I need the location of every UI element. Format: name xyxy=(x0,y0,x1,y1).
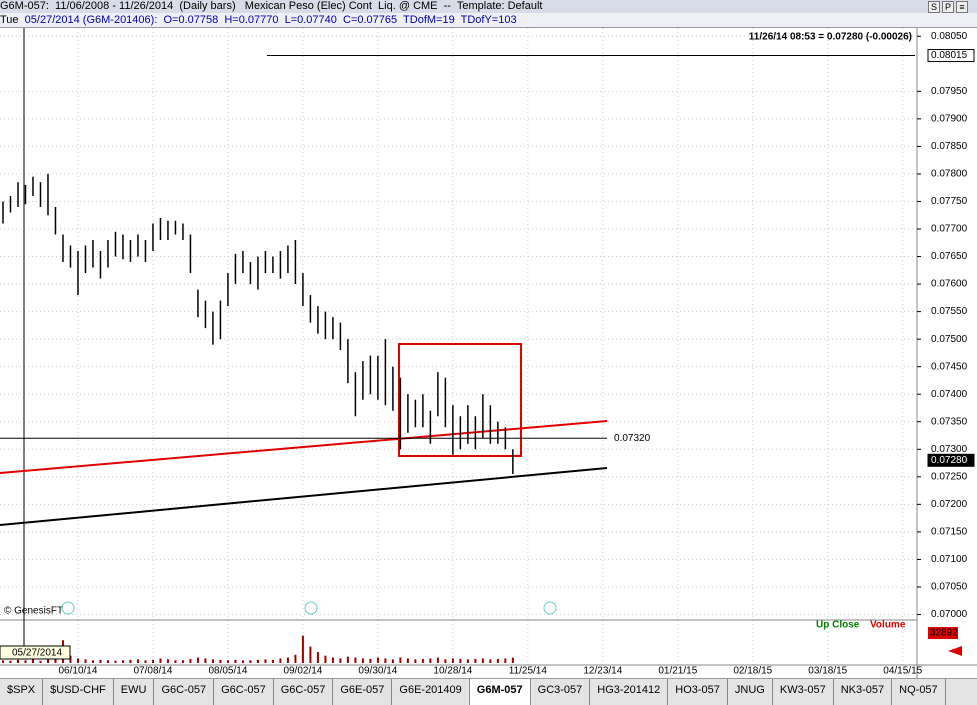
icons xyxy=(61,601,557,615)
y-tick-label: 0.07650 xyxy=(931,251,968,262)
y-tick-label: 0.07450 xyxy=(931,361,968,372)
price-marker-label: 0.07280 xyxy=(931,455,968,466)
tab[interactable]: G6C-057 xyxy=(274,679,334,705)
tab-bar: $SPX $USD-CHF EWU G6C-057 G6C-057 G6C-057 G6E-… xyxy=(0,678,977,705)
y-tick-label: 0.07250 xyxy=(931,471,968,482)
x-tick-label: 08/05/14 xyxy=(208,666,247,677)
x-tick-label: 04/15/15 xyxy=(883,666,922,677)
tab[interactable]: JNUG xyxy=(728,679,773,705)
legend-label: Up Close xyxy=(816,620,860,631)
button[interactable]: P xyxy=(942,1,954,13)
tab[interactable]: NK3-057 xyxy=(834,679,893,705)
price-marker xyxy=(927,453,975,467)
price-marker xyxy=(927,49,975,63)
event-icon xyxy=(61,601,75,615)
tab[interactable]: G6C-057 xyxy=(214,679,274,705)
y-tick-label: 0.08050 xyxy=(931,31,968,42)
x-tick-label: 02/18/15 xyxy=(733,666,772,677)
chart: 11/26/14 08:53 = 0.07280 (-0.00026) © Ge… xyxy=(0,28,977,678)
tab[interactable]: $USD-CHF xyxy=(43,679,114,705)
tab[interactable]: HO3-057 xyxy=(668,679,728,705)
price-marker-label: 0.08015 xyxy=(931,50,968,61)
bar-info: 05/27/2014 (G6M-201406): O=0.07758 H=0.0… xyxy=(24,14,517,26)
x-tick-label: 01/21/15 xyxy=(658,666,697,677)
y-tick-label: 0.07050 xyxy=(931,582,968,593)
cursor-date: 05/27/2014 xyxy=(12,648,62,659)
y-tick-label: 0.07300 xyxy=(931,444,968,455)
x-tick-label: 11/25/14 xyxy=(509,666,548,677)
highlight-box xyxy=(398,343,522,457)
scroll-arrow[interactable] xyxy=(948,646,962,656)
y-tick-label: 0.07500 xyxy=(931,334,968,345)
credit: © GenesisFT xyxy=(4,606,63,617)
level-label: 0.07320 xyxy=(614,433,651,444)
tab[interactable]: G6E-201409 xyxy=(392,679,470,705)
volume-marker-label: 32892 xyxy=(930,628,958,639)
info-bar: Tue 05/27/2014 (G6M-201406): O=0.07758 H… xyxy=(0,13,977,28)
tab[interactable]: HG3-201412 xyxy=(590,679,669,705)
event-icon xyxy=(304,601,318,615)
y-tick-label: 0.07150 xyxy=(931,527,968,538)
tab[interactable]: $SPX xyxy=(0,679,44,705)
tab[interactable]: GC3-057 xyxy=(531,679,591,705)
button[interactable]: S xyxy=(928,1,940,13)
y-tick-label: 0.07700 xyxy=(931,224,968,235)
x-tick-label: 09/30/14 xyxy=(358,666,397,677)
menu-button[interactable]: ≡ xyxy=(956,1,968,13)
x-tick-label: 10/28/14 xyxy=(433,666,472,677)
y-tick-label: 0.07900 xyxy=(931,114,968,125)
y-tick-label: 0.07850 xyxy=(931,141,968,152)
event-icon xyxy=(543,601,557,615)
y-tick-label: 0.07200 xyxy=(931,499,968,510)
y-tick-label: 0.07600 xyxy=(931,279,968,290)
tab[interactable]: KW3-057 xyxy=(773,679,834,705)
cursor-date-box xyxy=(0,645,71,660)
x-tick-label: 07/08/14 xyxy=(133,666,172,677)
volume-marker xyxy=(928,627,958,640)
last-quote: 11/26/14 08:53 = 0.07280 (-0.00026) xyxy=(749,32,912,43)
x-tick-label: 09/02/14 xyxy=(283,666,322,677)
background xyxy=(0,28,977,678)
y-tick-label: 0.07350 xyxy=(931,416,968,427)
tab[interactable]: EWU xyxy=(114,679,155,705)
y-tick-label: 0.07750 xyxy=(931,196,968,207)
y-tick-label: 0.07000 xyxy=(931,609,968,620)
x-tick-label: 03/18/15 xyxy=(808,666,847,677)
tab[interactable]: G6C-057 xyxy=(154,679,215,705)
y-tick-label: 0.07100 xyxy=(931,554,968,565)
tab[interactable]: NQ-057 xyxy=(892,679,946,705)
weekday: Tue xyxy=(0,14,19,26)
y-tick-label: 0.07950 xyxy=(931,86,968,97)
tab[interactable]: G6E-057 xyxy=(333,679,393,705)
y-tick-label: 0.07800 xyxy=(931,169,968,180)
legend-label: Volume xyxy=(870,620,906,631)
x-tick-label: 06/10/14 xyxy=(59,666,98,677)
y-tick-label: 0.07550 xyxy=(931,306,968,317)
title-bar: G6M-057: 11/06/2008 - 11/26/2014 (Daily … xyxy=(0,0,977,13)
trendline xyxy=(0,467,608,526)
tab[interactable]: G6M-057 xyxy=(469,679,531,705)
y-tick-label: 0.07400 xyxy=(931,389,968,400)
x-tick-label: 12/23/14 xyxy=(583,666,622,677)
